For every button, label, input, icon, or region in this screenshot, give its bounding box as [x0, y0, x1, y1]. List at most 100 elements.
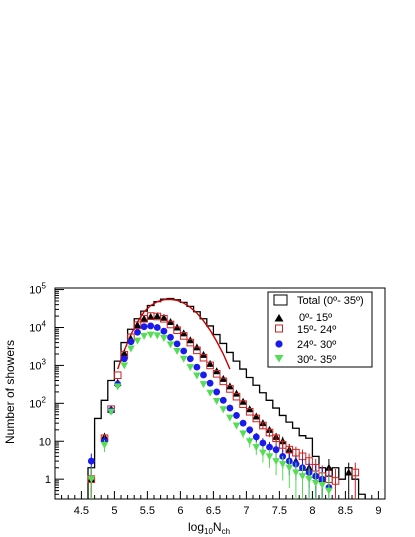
data-point: [146, 331, 155, 339]
y-axis-ticks: 1 10 102 103 104 105: [29, 282, 64, 500]
data-point: [167, 333, 174, 341]
series-4: [87, 331, 333, 499]
x-tick-label: 8: [309, 505, 315, 517]
data-point: [344, 468, 353, 476]
data-point: [226, 414, 234, 422]
data-point: [134, 328, 141, 336]
data-point: [239, 419, 247, 427]
data-point: [212, 370, 221, 378]
data-point: [179, 332, 188, 340]
x-tick-label: 5: [111, 505, 117, 517]
data-point: [252, 412, 261, 420]
data-point: [173, 326, 181, 334]
legend-label-s1: 0º- 15º: [299, 312, 332, 324]
legend-item-s4: 30º- 35º: [274, 354, 336, 366]
x-tick-label: 5.5: [140, 505, 155, 517]
data-point: [193, 372, 201, 380]
data-point: [87, 476, 96, 484]
data-point: [233, 412, 240, 419]
data-point: [166, 320, 175, 329]
data-point: [252, 414, 261, 423]
data-point: [325, 463, 333, 471]
data-point: [166, 341, 175, 349]
data-point: [133, 337, 142, 345]
data-point: [113, 383, 122, 391]
data-point: [239, 400, 247, 408]
x-tick-label: 8.5: [338, 505, 353, 517]
series-3: [87, 322, 333, 499]
data-point: [107, 408, 115, 416]
data-point: [186, 338, 195, 347]
legend-label-total: Total (0º- 35º): [297, 295, 364, 307]
legend-swatch-s3: [275, 340, 283, 348]
data-point: [272, 458, 280, 466]
data-point: [140, 332, 148, 340]
legend-label-s3: 24º- 30º: [297, 339, 336, 351]
data-point: [147, 322, 155, 330]
x-tick-label: 9: [375, 505, 381, 517]
data-point: [133, 321, 142, 329]
data-point: [252, 444, 261, 452]
data-point: [305, 476, 313, 484]
data-point: [120, 362, 129, 370]
data-point: [180, 347, 188, 355]
data-point: [298, 473, 307, 481]
data-point: [212, 398, 221, 406]
data-point: [127, 338, 135, 346]
x-tick-label: 4.5: [74, 505, 89, 517]
data-point: [245, 407, 254, 416]
data-point: [160, 314, 168, 323]
data-point: [245, 438, 254, 446]
data-point: [186, 364, 195, 372]
data-point: [278, 461, 287, 469]
data-point: [87, 457, 95, 465]
data-point: [219, 396, 227, 404]
data-point: [200, 371, 207, 379]
data-point: [173, 340, 181, 348]
legend-item-s1: 0º- 15º: [274, 312, 332, 324]
data-point: [239, 430, 247, 438]
legend-item-s3: 24º- 30º: [275, 339, 336, 351]
data-point: [272, 434, 280, 443]
data-point: [272, 446, 280, 454]
data-point: [232, 392, 241, 401]
y-tick-label: 10: [39, 436, 51, 448]
data-point: [278, 441, 287, 449]
y-tick-label: 104: [29, 319, 46, 334]
data-point: [259, 421, 267, 430]
y-axis-label: Number of showers: [3, 340, 17, 444]
legend-item-s2: 15º- 24º: [275, 324, 336, 336]
data-point: [331, 477, 340, 485]
data-point: [160, 313, 168, 321]
data-point: [160, 334, 168, 342]
data-point: [153, 324, 161, 331]
data-point: [219, 377, 228, 386]
data-point: [127, 345, 135, 353]
legend: Total (0º- 35º) 0º- 15º 15º- 24º 24º- 30…: [267, 291, 373, 368]
data-point: [186, 355, 194, 363]
x-axis-label: log10Nch: [188, 520, 230, 536]
data-point: [140, 314, 148, 322]
data-point: [265, 453, 274, 461]
x-tick-label: 6.5: [206, 505, 221, 517]
legend-swatch-s1: [274, 314, 284, 322]
data-point: [199, 381, 208, 389]
y-tick-label: 105: [29, 282, 46, 297]
data-point: [113, 371, 122, 380]
x-tick-label: 7: [243, 505, 249, 517]
data-point: [259, 449, 267, 457]
data-point: [133, 321, 142, 329]
data-point: [206, 389, 214, 397]
data-point: [351, 468, 360, 477]
data-point: [100, 441, 109, 449]
y-tick-label: 1: [45, 474, 51, 486]
data-point: [226, 404, 234, 412]
data-point: [193, 363, 201, 371]
data-point: [160, 327, 168, 335]
data-point: [266, 443, 273, 451]
x-axis-ticks: 4.5 5 5.5 6 6.5 7 7.5 8 8.5 9: [54, 491, 386, 517]
data-point: [206, 359, 214, 367]
legend-item-total: Total (0º- 35º): [273, 294, 364, 307]
data-point: [292, 469, 300, 477]
